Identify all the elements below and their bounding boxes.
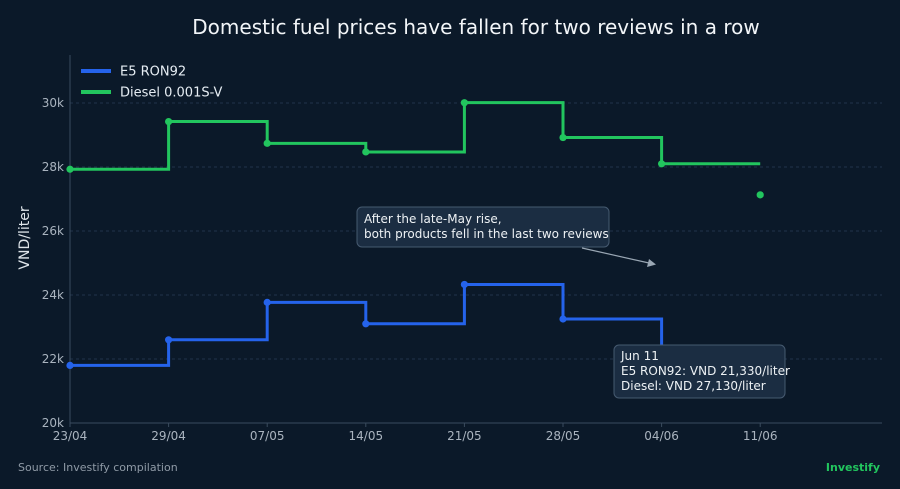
brand-logo: Investify bbox=[825, 461, 880, 474]
data-point bbox=[362, 320, 370, 328]
y-tick-label: 22k bbox=[42, 352, 64, 366]
data-point bbox=[165, 117, 173, 126]
data-point bbox=[756, 191, 764, 199]
annotation-layer: After the late-May rise,both products fe… bbox=[356, 206, 790, 399]
annotation-box bbox=[356, 206, 610, 248]
tooltip-text: Diesel: VND 27,130/liter bbox=[621, 379, 766, 393]
annotation-text: After the late-May rise, bbox=[364, 212, 502, 226]
data-point bbox=[66, 361, 74, 369]
data-point bbox=[362, 148, 370, 156]
data-point bbox=[460, 99, 468, 107]
series-1 bbox=[66, 99, 764, 199]
tooltip-text: E5 RON92: VND 21,330/liter bbox=[621, 364, 790, 378]
annotation-arrowhead bbox=[647, 259, 656, 267]
axis-layer: 20k 22k 24k 26k 28k 30k 23/04 29/04 07/05 14/05 21… bbox=[42, 55, 882, 443]
source-note: Source: Investify compilation bbox=[18, 461, 178, 474]
chart-title: Domestic fuel prices have fallen for two… bbox=[192, 15, 759, 39]
y-tick-label: 28k bbox=[42, 160, 64, 174]
y-axis-title: VND/liter bbox=[17, 206, 33, 269]
x-tick-label: 04/06 bbox=[644, 429, 679, 443]
annotation-arrow bbox=[581, 247, 650, 264]
x-tick-label: 28/05 bbox=[546, 429, 581, 443]
legend-label: Diesel 0.001S-V bbox=[120, 86, 223, 101]
annotation-text: both products fell in the last two revie… bbox=[364, 227, 609, 241]
x-tick-label: 29/04 bbox=[151, 429, 186, 443]
series-layer bbox=[66, 99, 764, 369]
tooltip-text: Jun 11 bbox=[620, 349, 659, 363]
x-tick-label: 11/06 bbox=[743, 429, 778, 443]
x-tick-label: 14/05 bbox=[349, 429, 384, 443]
data-point bbox=[165, 336, 173, 344]
legend-label: E5 RON92 bbox=[120, 65, 186, 80]
data-point bbox=[263, 139, 271, 147]
data-point bbox=[559, 133, 567, 142]
y-tick-label: 30k bbox=[42, 96, 64, 110]
tooltip-box bbox=[613, 344, 786, 399]
series-line bbox=[70, 101, 761, 171]
legend: E5 RON92 Diesel 0.001S-V bbox=[81, 65, 223, 101]
y-tick-label: 26k bbox=[42, 224, 64, 238]
y-tick-label: 20k bbox=[42, 416, 64, 430]
data-point bbox=[263, 298, 271, 306]
data-point bbox=[559, 315, 567, 323]
x-tick-label: 21/05 bbox=[447, 429, 482, 443]
x-tick-label: 07/05 bbox=[250, 429, 285, 443]
series-0 bbox=[66, 280, 761, 369]
series-line bbox=[70, 282, 761, 367]
y-tick-label: 24k bbox=[42, 288, 64, 302]
data-point bbox=[658, 160, 666, 168]
x-tick-label: 23/04 bbox=[53, 429, 88, 443]
data-point bbox=[66, 165, 74, 173]
data-point bbox=[460, 280, 468, 289]
